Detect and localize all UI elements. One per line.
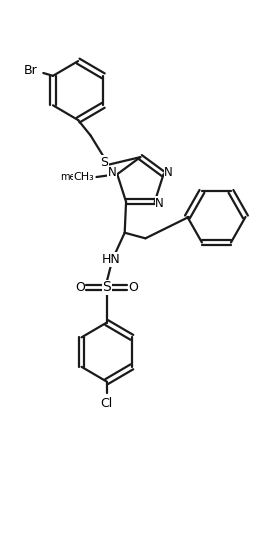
Text: S: S	[100, 156, 108, 169]
Text: CH₃: CH₃	[73, 172, 94, 182]
Text: O: O	[75, 281, 85, 294]
Text: HN: HN	[101, 253, 120, 266]
Text: S: S	[102, 280, 111, 294]
Text: O: O	[129, 281, 138, 294]
Text: Br: Br	[24, 64, 38, 77]
Text: methyl: methyl	[60, 172, 94, 182]
Text: N: N	[155, 197, 164, 210]
Text: Cl: Cl	[101, 397, 113, 410]
Text: N: N	[108, 166, 117, 179]
Text: N: N	[164, 166, 173, 179]
